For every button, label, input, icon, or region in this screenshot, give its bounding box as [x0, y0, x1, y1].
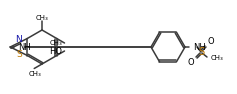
Text: NH: NH	[18, 42, 31, 52]
Text: S: S	[198, 47, 204, 57]
Text: CH₃: CH₃	[211, 55, 224, 61]
Text: O: O	[187, 58, 194, 67]
Text: CH₃: CH₃	[36, 15, 48, 21]
Text: NH: NH	[193, 42, 206, 52]
Text: CH₃: CH₃	[29, 72, 41, 77]
Text: S: S	[16, 50, 22, 59]
Text: CH₃: CH₃	[50, 40, 63, 46]
Text: N: N	[15, 35, 22, 44]
Text: HO: HO	[50, 47, 63, 55]
Text: O: O	[208, 37, 215, 46]
